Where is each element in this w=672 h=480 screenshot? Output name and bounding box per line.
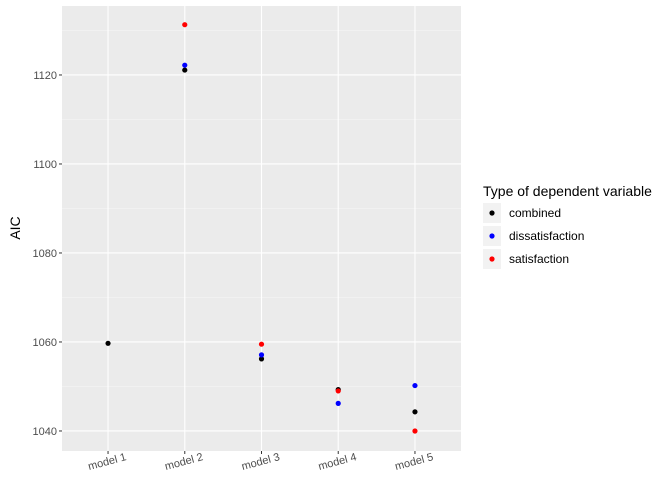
data-point-satisfaction [335,388,341,394]
legend-title: Type of dependent variable [483,183,652,199]
major-gridlines [62,6,461,451]
x-axis-ticks: model 1 model 2 model 3 model 4 model 5 [87,451,435,473]
x-tick-label: model 4 [317,451,358,473]
legend-label-satisfaction: satisfaction [509,252,569,266]
data-point-combined [105,340,111,346]
data-points [105,22,418,434]
data-point-combined [182,67,188,73]
data-point-satisfaction [258,341,265,347]
data-point-satisfaction [182,22,188,28]
y-tick-label: 1040 [33,426,57,438]
legend-marker-combined [489,210,495,216]
legend-label-combined: combined [509,206,561,220]
data-point-dissatisfaction [182,62,188,68]
y-tick-label: 1100 [33,159,57,171]
data-point-combined [258,356,265,362]
x-tick-label: model 2 [164,451,205,473]
y-tick-label: 1060 [33,337,57,349]
y-tick-label: 1120 [33,70,57,82]
data-point-combined [412,409,418,415]
legend-marker-satisfaction [489,256,495,262]
y-axis-ticks: 1040 1060 1080 1100 1120 [33,70,62,438]
legend-marker-dissatisfaction [489,233,495,239]
y-axis-title: AIC [7,216,23,239]
x-tick-label: model 3 [240,451,281,473]
data-point-dissatisfaction [258,352,265,358]
legend-label-dissatisfaction: dissatisfaction [509,229,584,243]
data-point-dissatisfaction [412,382,418,389]
x-tick-label: model 5 [394,451,435,473]
y-tick-label: 1080 [33,248,57,260]
legend: Type of dependent variable combined dissa… [483,183,652,269]
data-point-satisfaction [412,428,418,434]
x-tick-label: model 1 [87,451,128,473]
data-point-dissatisfaction [335,400,341,406]
